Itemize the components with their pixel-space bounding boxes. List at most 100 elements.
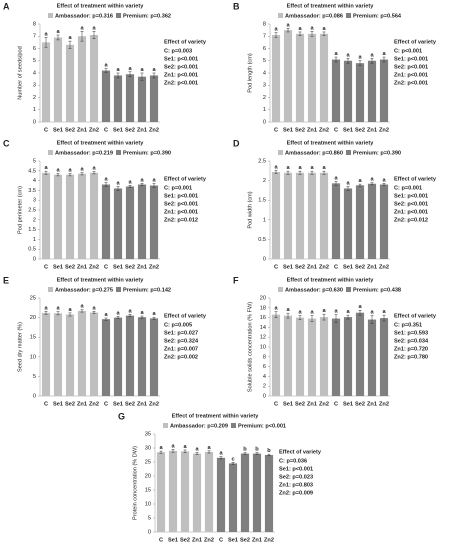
- variety-effect: C: p=0.005: [164, 322, 192, 328]
- x-tick-label: Zn1: [367, 401, 377, 407]
- y-tick-label: 1.5: [258, 198, 266, 204]
- y-tick-label: 7: [263, 34, 266, 40]
- bar: [156, 452, 166, 532]
- y-tick-label: 1: [263, 217, 266, 223]
- x-tick-label: Zn1: [307, 264, 317, 270]
- significance-letter: a: [159, 445, 163, 451]
- variety-effect: Se2: p<0.001: [394, 64, 428, 70]
- significance-letter: a: [322, 26, 326, 32]
- x-tick-label: C: [219, 537, 223, 543]
- y-tick-label: 2.5: [258, 158, 266, 164]
- bar: [331, 183, 341, 259]
- y-tick-label: 0: [148, 529, 151, 535]
- variety-title: Effect of variety: [394, 176, 437, 182]
- bar: [379, 184, 389, 259]
- significance-letter: a: [183, 444, 187, 450]
- bar: [125, 186, 135, 259]
- variety-title: Effect of variety: [164, 176, 207, 182]
- significance-letter: a: [92, 166, 96, 172]
- significance-letter: a: [140, 67, 144, 73]
- bar: [53, 37, 63, 122]
- significance-letter: a: [152, 67, 156, 73]
- y-tick-label: 12: [260, 335, 266, 341]
- panel: B Effect of treatment within variety Ambas…: [233, 1, 437, 133]
- variety-title: Effect of variety: [164, 39, 207, 45]
- y-tick-label: 0.5: [28, 247, 36, 253]
- y-tick-label: 25: [145, 459, 151, 465]
- significance-letter: a: [334, 51, 338, 57]
- y-tick-label: 10: [30, 354, 36, 360]
- significance-letter: a: [56, 168, 60, 174]
- variety-effect: Se1: p<0.001: [394, 56, 428, 62]
- x-tick-label: Se2: [125, 127, 135, 133]
- significance-letter: a: [171, 443, 175, 449]
- y-tick-label: 6: [263, 364, 266, 370]
- bar: [77, 173, 87, 259]
- panel: A Effect of treatment within variety Ambas…: [3, 1, 207, 133]
- y-tick-label: 1: [33, 107, 36, 113]
- variety-title: Effect of variety: [164, 313, 207, 319]
- bar: [149, 75, 159, 122]
- legend-label: Premium: p=0.142: [123, 287, 171, 293]
- y-tick-label: 20: [30, 315, 36, 321]
- bar: [101, 319, 111, 396]
- bar: [113, 75, 123, 122]
- legend-label: Premium: p=0.438: [353, 287, 401, 293]
- panel-label: E: [3, 275, 9, 285]
- bar: [319, 33, 329, 122]
- y-tick-label: 30: [145, 445, 151, 451]
- significance-letter: a: [274, 164, 278, 170]
- x-tick-label: Se1: [53, 127, 63, 133]
- panel: E Effect of treatment within variety Ambas…: [3, 275, 207, 407]
- bar: [149, 318, 159, 396]
- y-tick-label: 3: [33, 83, 36, 89]
- y-tick-label: 0: [263, 256, 266, 262]
- y-tick-label: 2: [33, 217, 36, 223]
- variety-effect: Zn1: p=0.007: [164, 346, 198, 352]
- significance-letter: a: [382, 51, 386, 57]
- significance-letter: a: [370, 310, 374, 316]
- legend-swatch: [346, 150, 351, 155]
- y-axis-label: Pod perimeter (cm): [17, 186, 23, 234]
- x-tick-label: C: [44, 401, 48, 407]
- legend-swatch: [231, 423, 236, 428]
- bar: [77, 36, 87, 122]
- significance-letter: a: [358, 304, 362, 310]
- panel-label: B: [233, 1, 240, 11]
- x-tick-label: Se2: [295, 264, 305, 270]
- significance-letter: a: [207, 445, 211, 451]
- y-tick-label: 7: [33, 34, 36, 40]
- legend-swatch: [346, 13, 351, 18]
- variety-effect: Se1: p=0.027: [164, 330, 198, 336]
- x-tick-label: Se1: [343, 127, 353, 133]
- bar: [41, 42, 51, 122]
- y-tick-label: 0: [263, 393, 266, 399]
- significance-letter: a: [140, 310, 144, 316]
- bar: [295, 317, 305, 396]
- bar: [192, 453, 202, 532]
- panel: G Effect of treatment within variety Ambas…: [118, 411, 322, 543]
- bar: [283, 315, 293, 396]
- significance-letter: a: [219, 451, 223, 457]
- x-tick-label: C: [104, 127, 108, 133]
- legend-swatch: [163, 423, 168, 428]
- variety-effect: C: p=0.003: [164, 48, 192, 54]
- x-tick-label: Se1: [283, 264, 293, 270]
- y-tick-label: 8: [33, 21, 36, 27]
- y-tick-label: 5: [148, 515, 151, 521]
- bar: [125, 74, 135, 122]
- x-tick-label: C: [334, 127, 338, 133]
- x-tick-label: Zn1: [192, 537, 202, 543]
- legend-label: Ambassador: p=0.209: [170, 423, 228, 429]
- y-tick-label: 3: [33, 198, 36, 204]
- y-tick-label: 0: [33, 119, 36, 125]
- legend-label: Premium: p=0.564: [353, 13, 402, 19]
- variety-effect: Zn2: p=0.780: [394, 354, 428, 360]
- significance-letter: b: [267, 448, 271, 454]
- bar: [65, 174, 75, 259]
- panel-label: A: [3, 1, 10, 11]
- significance-letter: c: [231, 456, 234, 462]
- significance-letter: a: [68, 168, 72, 174]
- bar: [89, 312, 99, 396]
- y-tick-label: 2: [33, 95, 36, 101]
